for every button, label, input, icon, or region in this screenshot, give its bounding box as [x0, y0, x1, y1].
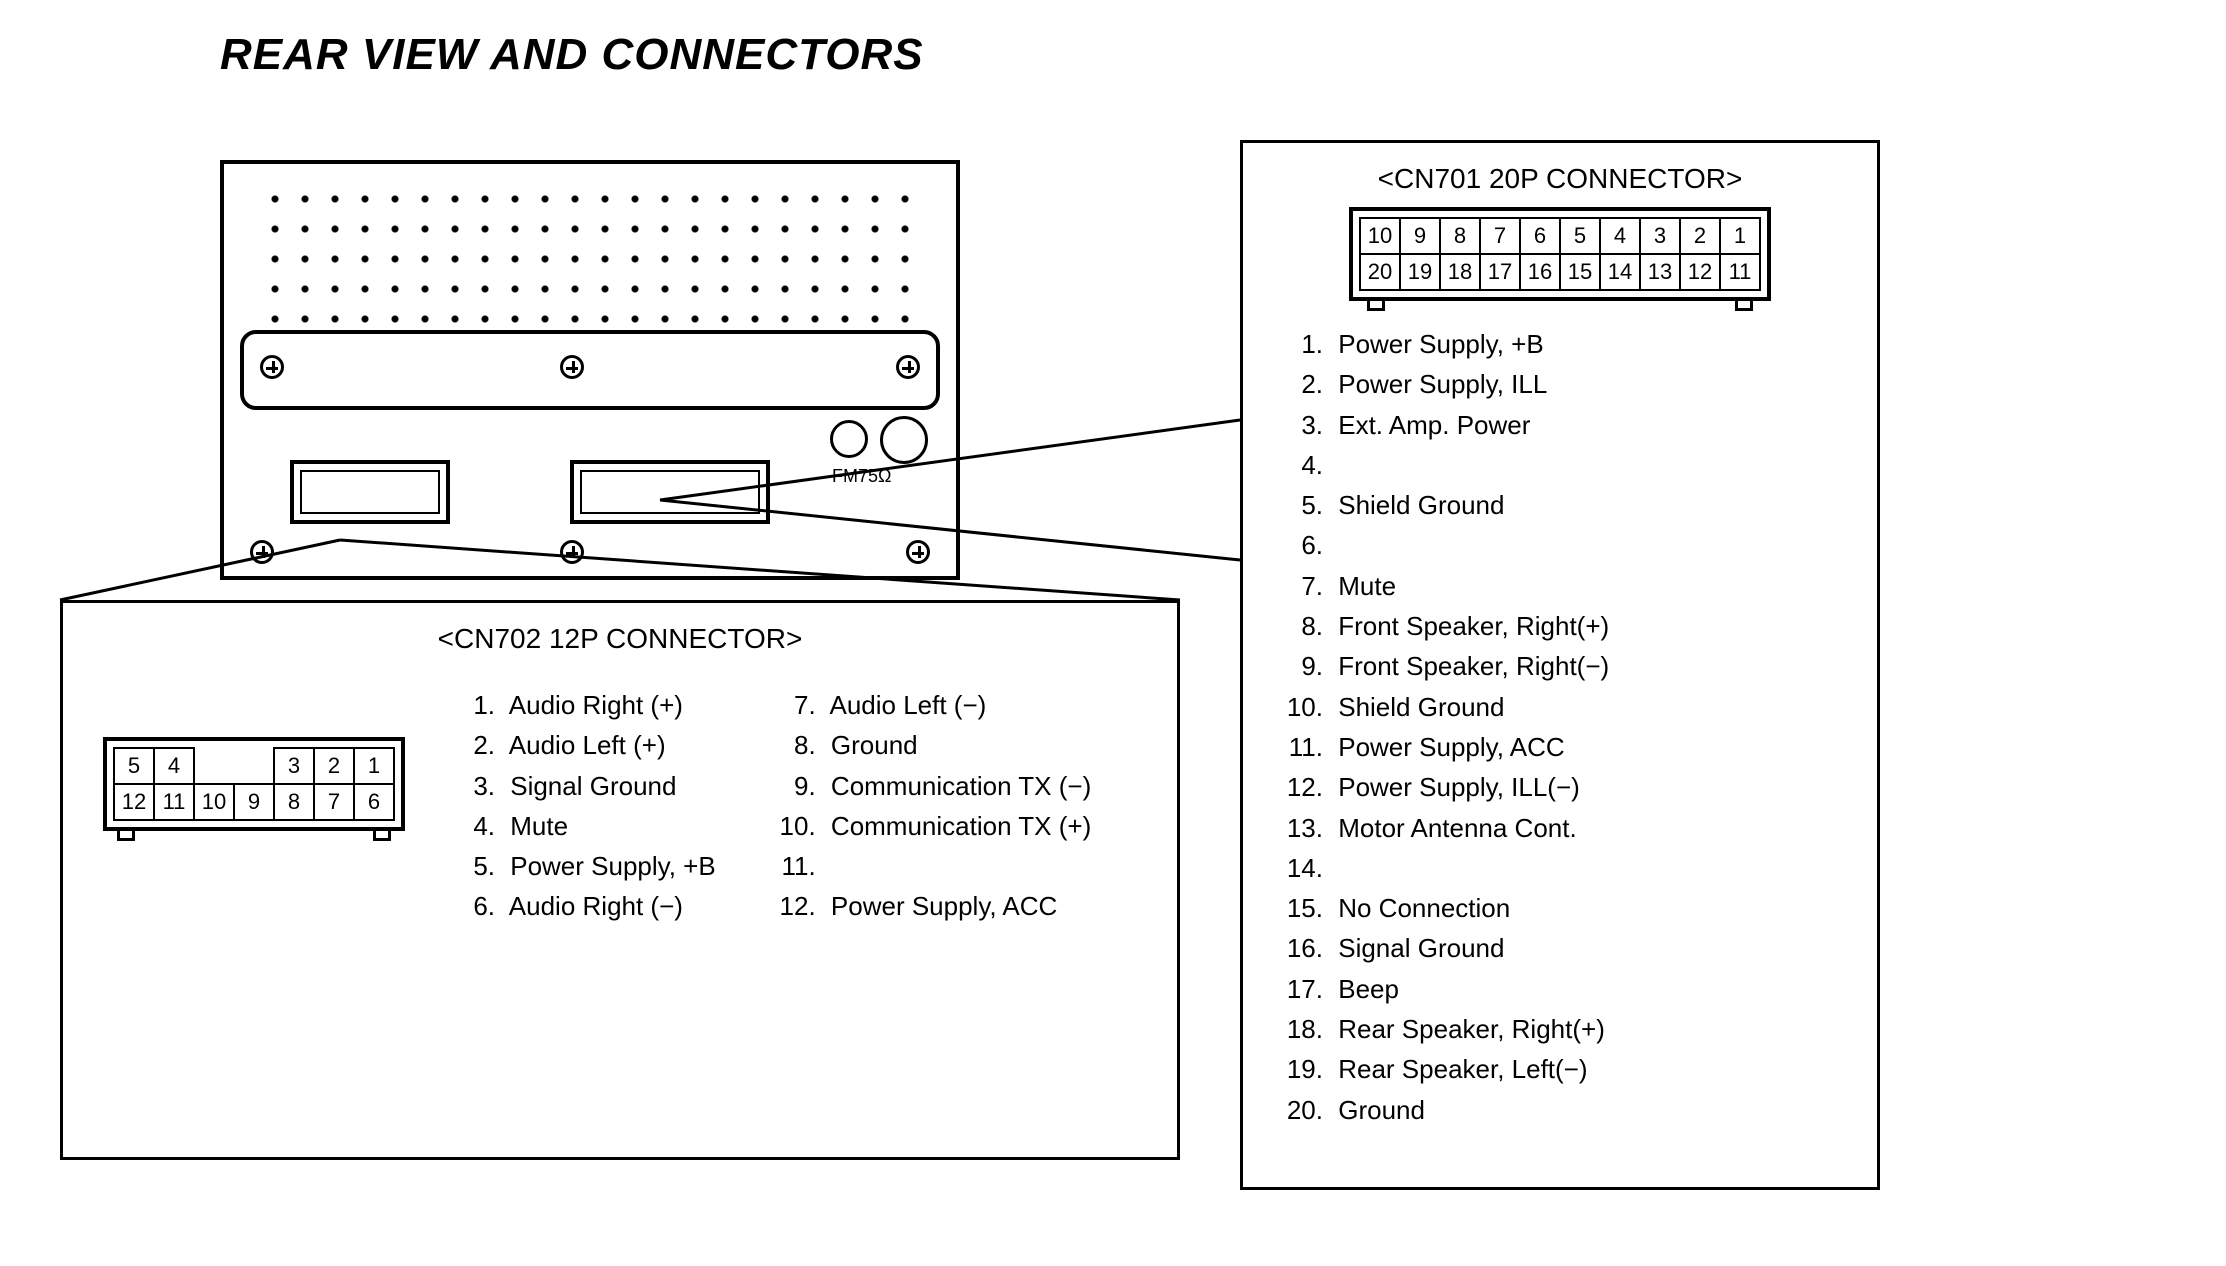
cn701-pin-list: 1. Power Supply, +B2. Power Supply, ILL3…: [1243, 324, 1877, 1150]
pin-definition: 6.: [1283, 525, 1847, 565]
pin-definition: 11.: [776, 846, 1092, 886]
pin-cell: 3: [274, 748, 314, 784]
pin-definition: 2. Audio Left (+): [455, 725, 716, 765]
pin-cell: 10: [194, 784, 234, 820]
pin-cell: 19: [1400, 254, 1440, 290]
fm-impedance-label: FM75Ω: [832, 466, 891, 487]
cn702-pin-grid: 54 321 1211109876: [113, 747, 395, 821]
screw-icon: [250, 540, 274, 564]
pin-cell: 13: [1640, 254, 1680, 290]
pin-cell: 2: [314, 748, 354, 784]
pin-cell: 6: [1520, 218, 1560, 254]
pin-definition: 4.: [1283, 445, 1847, 485]
pin-cell: 1: [354, 748, 394, 784]
pin-cell: 10: [1360, 218, 1400, 254]
pin-cell: 3: [1640, 218, 1680, 254]
pin-cell: 9: [1400, 218, 1440, 254]
connector-12p: [290, 460, 450, 524]
pin-definition: 9. Communication TX (−): [776, 766, 1092, 806]
cn701-pinout-icon: 10987654321 20191817161514131211: [1349, 207, 1771, 301]
pin-definition: 5. Power Supply, +B: [455, 846, 716, 886]
page-title: REAR VIEW AND CONNECTORS: [220, 30, 924, 80]
pin-definition: 4. Mute: [455, 806, 716, 846]
pin-cell: 5: [1560, 218, 1600, 254]
pin-definition: 6. Audio Right (−): [455, 886, 716, 926]
pin-cell: 6: [354, 784, 394, 820]
pin-definition: 1. Audio Right (+): [455, 685, 716, 725]
antenna-jack: [830, 420, 868, 458]
mounting-bracket: [240, 330, 940, 410]
screw-icon: [560, 355, 584, 379]
pin-cell: 8: [274, 784, 314, 820]
cn702-callout-box: <CN702 12P CONNECTOR> 54 321 1211109876 1.…: [60, 600, 1180, 1160]
pin-definition: 19. Rear Speaker, Left(−): [1283, 1049, 1847, 1089]
pin-definition: 14.: [1283, 848, 1847, 888]
pin-cell: 20: [1360, 254, 1400, 290]
pin-cell: 17: [1480, 254, 1520, 290]
pin-cell: 4: [154, 748, 194, 784]
pin-definition: 18. Rear Speaker, Right(+): [1283, 1009, 1847, 1049]
pin-cell: 5: [114, 748, 154, 784]
antenna-jack: [880, 416, 928, 464]
pin-cell: 4: [1600, 218, 1640, 254]
pin-definition: 8. Ground: [776, 725, 1092, 765]
screw-icon: [260, 355, 284, 379]
device-rear-view: FM75Ω: [220, 160, 960, 580]
pin-cell: 12: [114, 784, 154, 820]
pin-cell: 7: [1480, 218, 1520, 254]
pin-cell: 14: [1600, 254, 1640, 290]
pin-cell: 7: [314, 784, 354, 820]
pin-definition: 15. No Connection: [1283, 888, 1847, 928]
pin-definition: 17. Beep: [1283, 969, 1847, 1009]
pin-cell: 1: [1720, 218, 1760, 254]
connector-20p: [570, 460, 770, 524]
pin-cell: 9: [234, 784, 274, 820]
pin-definition: 11. Power Supply, ACC: [1283, 727, 1847, 767]
pin-definition: 9. Front Speaker, Right(−): [1283, 646, 1847, 686]
cn702-pinout-icon: 54 321 1211109876: [103, 737, 405, 831]
pin-definition: 10. Shield Ground: [1283, 687, 1847, 727]
pin-definition: 7. Audio Left (−): [776, 685, 1092, 725]
pin-cell: 12: [1680, 254, 1720, 290]
pin-cell: 18: [1440, 254, 1480, 290]
pin-cell: 16: [1520, 254, 1560, 290]
pin-definition: 16. Signal Ground: [1283, 928, 1847, 968]
screw-icon: [906, 540, 930, 564]
pin-definition: 7. Mute: [1283, 566, 1847, 606]
pin-definition: 13. Motor Antenna Cont.: [1283, 808, 1847, 848]
pin-cell: [194, 748, 234, 784]
pin-definition: 5. Shield Ground: [1283, 485, 1847, 525]
cn701-header: <CN701 20P CONNECTOR>: [1243, 163, 1877, 195]
screw-icon: [560, 540, 584, 564]
cn701-pin-grid: 10987654321 20191817161514131211: [1359, 217, 1761, 291]
pin-definition: 12. Power Supply, ACC: [776, 886, 1092, 926]
pin-cell: 11: [154, 784, 194, 820]
cn702-list-col1: 1. Audio Right (+)2. Audio Left (+)3. Si…: [455, 685, 716, 927]
pin-cell: 8: [1440, 218, 1480, 254]
pin-cell: 2: [1680, 218, 1720, 254]
pin-definition: 1. Power Supply, +B: [1283, 324, 1847, 364]
pin-cell: [234, 748, 274, 784]
screw-icon: [896, 355, 920, 379]
pin-definition: 8. Front Speaker, Right(+): [1283, 606, 1847, 646]
cn702-header: <CN702 12P CONNECTOR>: [63, 623, 1177, 655]
pin-cell: 15: [1560, 254, 1600, 290]
pin-definition: 20. Ground: [1283, 1090, 1847, 1130]
pin-definition: 3. Signal Ground: [455, 766, 716, 806]
pin-definition: 12. Power Supply, ILL(−): [1283, 767, 1847, 807]
pin-cell: 11: [1720, 254, 1760, 290]
ventilation-holes: [250, 174, 930, 324]
pin-definition: 10. Communication TX (+): [776, 806, 1092, 846]
pin-definition: 2. Power Supply, ILL: [1283, 364, 1847, 404]
cn702-pin-list: 1. Audio Right (+)2. Audio Left (+)3. Si…: [455, 667, 1091, 927]
cn701-callout-box: <CN701 20P CONNECTOR> 109876543212019181…: [1240, 140, 1880, 1190]
cn702-list-col2: 7. Audio Left (−)8. Ground9. Communicati…: [776, 685, 1092, 927]
pin-definition: 3. Ext. Amp. Power: [1283, 405, 1847, 445]
